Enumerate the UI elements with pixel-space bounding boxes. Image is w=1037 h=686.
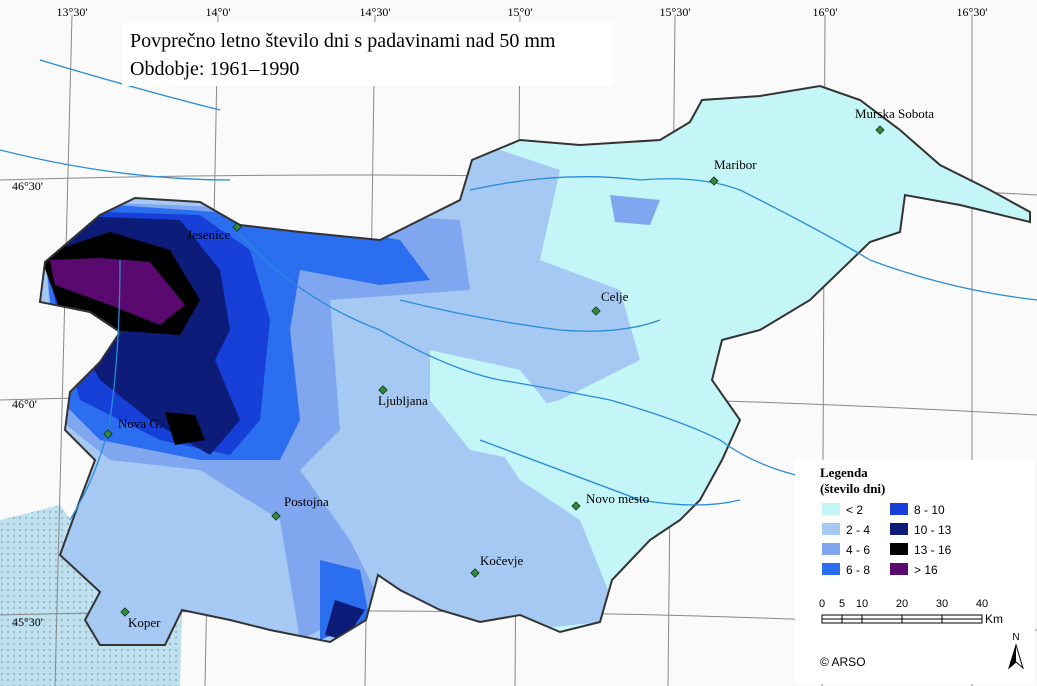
zone <box>610 195 660 225</box>
city-label: Murska Sobota <box>855 106 934 121</box>
scale-label: 5 <box>839 598 845 610</box>
legend-swatch <box>822 563 840 575</box>
legend-label: 6 - 8 <box>846 563 870 577</box>
city-marker <box>470 568 480 578</box>
city-label: Ljubljana <box>378 393 428 408</box>
scale-label: 10 <box>856 598 868 610</box>
city-label: Kočevje <box>480 553 524 568</box>
scale-label: 30 <box>936 598 948 610</box>
coord-label: 14°0' <box>206 5 231 19</box>
city-marker <box>271 511 281 521</box>
city-marker <box>875 125 885 135</box>
coord-label: 13°30' <box>57 5 88 19</box>
city-marker <box>232 222 242 232</box>
coord-label: 16°30' <box>957 5 988 19</box>
subtitle: Obdobje: 1961–1990 <box>130 58 299 80</box>
legend-label: > 16 <box>914 563 938 577</box>
scale-label: 40 <box>976 598 988 610</box>
scale-label: 20 <box>896 598 908 610</box>
rivers <box>0 59 1037 521</box>
city-label: Nova G. <box>118 416 162 431</box>
city-marker <box>591 306 601 316</box>
legend-subtitle: (število dni) <box>820 481 885 496</box>
legend-label: 8 - 10 <box>914 503 945 517</box>
legend-label: 10 - 13 <box>914 523 952 537</box>
legend-label: < 2 <box>846 503 863 517</box>
coord-label: 45°30' <box>12 615 43 629</box>
zone <box>50 258 185 325</box>
city-label: Koper <box>128 615 161 630</box>
legend-swatch <box>890 523 908 535</box>
legend-swatch <box>822 523 840 535</box>
coord-label: 15°0' <box>508 5 533 19</box>
coord-label: 16°0' <box>813 5 838 19</box>
sea <box>0 505 182 686</box>
north-arrow <box>1009 645 1016 668</box>
legend-swatch <box>890 563 908 575</box>
title: Povprečno letno število dni s padavinami… <box>130 30 556 52</box>
legend-label: 2 - 4 <box>846 523 870 537</box>
legend-label: 4 - 6 <box>846 543 870 557</box>
title-box <box>122 22 612 86</box>
city-label: Postojna <box>284 494 329 509</box>
legend-swatch <box>822 543 840 555</box>
coord-label: 46°30' <box>12 179 43 193</box>
coord-label: 46°0' <box>12 397 37 411</box>
scale-unit: Km <box>985 612 1003 626</box>
legend-title: Legenda <box>820 465 868 480</box>
city-marker <box>571 501 581 511</box>
zone <box>430 350 560 460</box>
legend-label: 13 - 16 <box>914 543 952 557</box>
north-label: N <box>1012 632 1019 643</box>
legend-swatch <box>890 543 908 555</box>
coord-label: 14°30' <box>360 5 391 19</box>
zone <box>325 600 365 640</box>
city-marker <box>378 385 388 395</box>
legend-swatch <box>890 503 908 515</box>
city-label: Celje <box>601 289 629 304</box>
zone <box>165 412 205 445</box>
credit: © ARSO <box>820 655 866 669</box>
coord-label: 15°30' <box>660 5 691 19</box>
legend-swatch <box>822 503 840 515</box>
city-marker <box>709 176 719 186</box>
city-marker <box>120 607 130 617</box>
scale-label: 0 <box>819 598 825 610</box>
city-marker <box>103 429 113 439</box>
city-label: Maribor <box>714 157 757 172</box>
city-label: Novo mesto <box>586 491 649 506</box>
city-label: Jesenice <box>187 227 231 242</box>
